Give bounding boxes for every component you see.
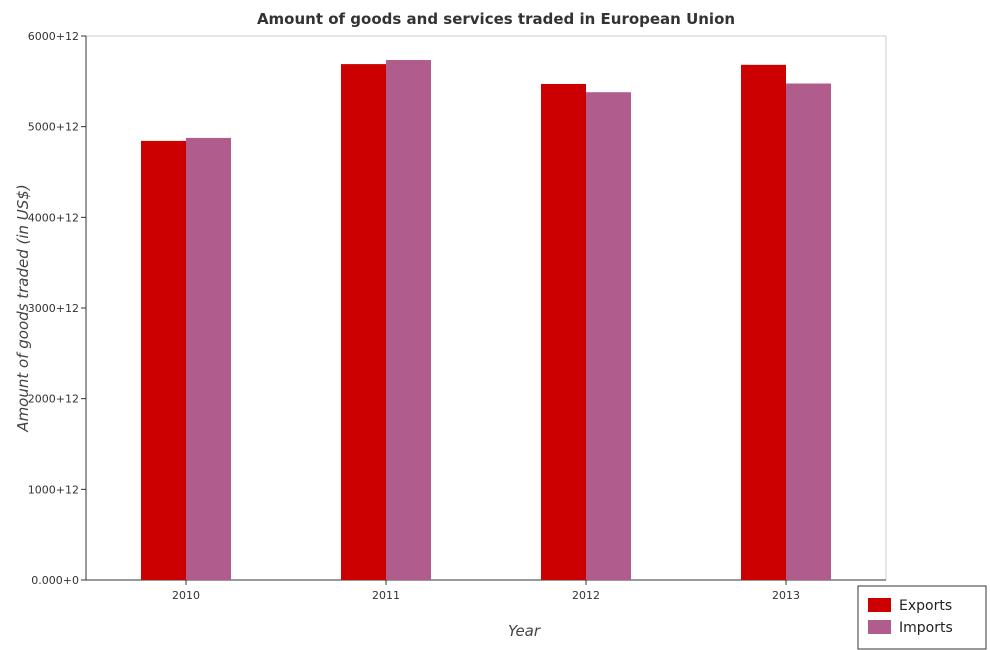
bar-exports-2013 [741,64,786,580]
legend-swatch-exports [868,598,891,612]
legend-swatch-imports [868,620,891,634]
y-tick-label: 1000+12 [28,483,79,496]
bar-exports-2010 [141,140,186,580]
y-axis: 0.000+0 1000+12 2000+12 3000+12 4000+12 5000+… [28,30,87,587]
bars [141,60,831,581]
legend: Exports Imports [857,585,987,650]
x-tick-label: 2010 [172,589,200,602]
x-axis-label: Year [508,622,541,640]
bar-imports-2010 [186,137,231,580]
y-tick-label: 4000+12 [28,211,79,224]
y-tick-label: 6000+12 [28,30,79,43]
x-axis: 2010 2011 2012 2013 [86,579,886,602]
bar-exports-2012 [541,83,586,580]
bar-imports-2013 [786,83,831,580]
y-tick-label: 2000+12 [28,393,79,406]
y-tick-label: 3000+12 [28,302,79,315]
y-tick-label: 5000+12 [28,121,79,134]
legend-label-exports: Exports [899,598,952,614]
x-tick-label: 2013 [772,589,800,602]
bar-imports-2012 [586,92,631,581]
chart-title: Amount of goods and services traded in E… [257,10,735,28]
legend-label-imports: Imports [899,620,953,636]
x-tick-label: 2011 [372,589,400,602]
y-axis-label: Amount of goods traded (in US$) [14,184,32,432]
legend-box [857,585,987,650]
y-tick-label: 0.000+0 [31,574,79,587]
bar-exports-2011 [341,64,386,580]
x-tick-label: 2012 [572,589,600,602]
bar-imports-2011 [386,60,431,580]
